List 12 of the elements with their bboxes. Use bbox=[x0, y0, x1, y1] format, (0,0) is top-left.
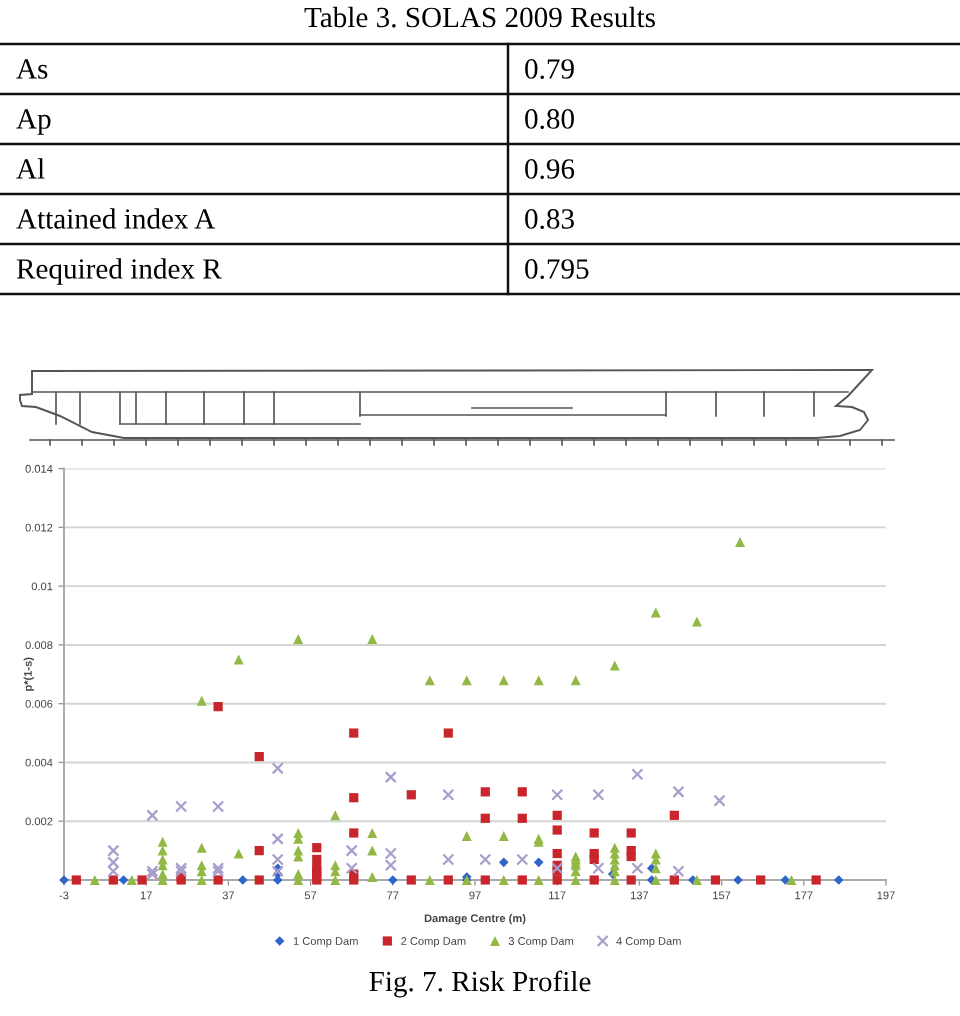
category-label: Ap bbox=[16, 109, 51, 135]
text: 0.96 bbox=[525, 159, 575, 179]
category-label: Attained index A bbox=[16, 208, 216, 229]
text: Table 3. SOLAS 2009 Results bbox=[304, 6, 655, 28]
category-label: Required index R bbox=[16, 258, 222, 285]
text: 0.795 bbox=[525, 259, 589, 279]
category-label: As bbox=[16, 59, 48, 79]
text: 0.80 bbox=[525, 109, 574, 129]
text: 0.79 bbox=[525, 59, 574, 79]
category-label: Al bbox=[16, 158, 45, 179]
text: 0.83 bbox=[525, 209, 574, 229]
caption: Fig. 7. Risk Profile bbox=[369, 970, 591, 998]
